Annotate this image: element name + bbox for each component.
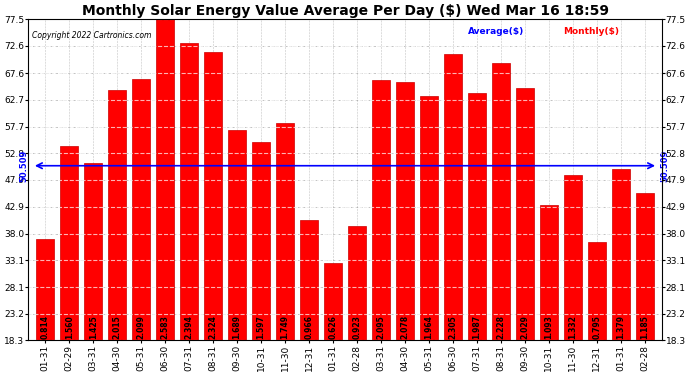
Text: 0.814: 0.814 [41, 315, 50, 339]
Text: 50.509: 50.509 [19, 150, 28, 182]
Bar [228, 130, 246, 340]
Text: 1.689: 1.689 [233, 315, 241, 339]
Text: Monthly($): Monthly($) [564, 27, 620, 36]
Bar [204, 51, 222, 340]
Bar [516, 88, 534, 340]
Bar [300, 220, 318, 340]
Text: 2.095: 2.095 [377, 315, 386, 339]
Bar [37, 239, 55, 340]
Text: 0.923: 0.923 [353, 315, 362, 339]
Text: 2.394: 2.394 [185, 315, 194, 339]
Bar [276, 123, 294, 340]
Text: 2.583: 2.583 [161, 315, 170, 339]
Bar [540, 204, 558, 340]
Text: 2.078: 2.078 [400, 315, 409, 339]
Bar [468, 93, 486, 340]
Text: 50.509: 50.509 [660, 150, 669, 182]
Title: Monthly Solar Energy Value Average Per Day ($) Wed Mar 16 18:59: Monthly Solar Energy Value Average Per D… [81, 4, 609, 18]
Bar [60, 147, 78, 340]
Bar [492, 63, 510, 340]
Bar [420, 96, 438, 340]
Text: 1.185: 1.185 [640, 315, 649, 339]
Bar [396, 82, 414, 340]
Text: 0.966: 0.966 [304, 315, 313, 339]
Text: 1.093: 1.093 [544, 315, 553, 339]
Text: 1.987: 1.987 [473, 315, 482, 339]
Bar [132, 80, 150, 340]
Text: 1.560: 1.560 [65, 315, 74, 339]
Text: 2.228: 2.228 [496, 315, 505, 339]
Text: 2.324: 2.324 [208, 315, 217, 339]
Text: Copyright 2022 Cartronics.com: Copyright 2022 Cartronics.com [32, 31, 151, 40]
Bar [84, 163, 102, 340]
Bar [588, 242, 606, 340]
Bar [348, 226, 366, 340]
Text: 2.305: 2.305 [448, 315, 457, 339]
Bar [444, 54, 462, 340]
Text: 1.379: 1.379 [616, 315, 625, 339]
Bar [612, 169, 630, 340]
Text: 1.425: 1.425 [89, 315, 98, 339]
Bar [180, 43, 198, 340]
Bar [156, 20, 174, 340]
Text: 0.795: 0.795 [592, 315, 601, 339]
Text: 1.597: 1.597 [257, 315, 266, 339]
Bar [252, 142, 270, 340]
Text: 1.964: 1.964 [424, 315, 433, 339]
Text: 2.015: 2.015 [112, 315, 121, 339]
Text: Average($): Average($) [469, 27, 524, 36]
Bar [372, 80, 390, 340]
Text: 2.099: 2.099 [137, 315, 146, 339]
Bar [564, 175, 582, 340]
Bar [635, 193, 653, 340]
Text: 1.332: 1.332 [569, 315, 578, 339]
Text: 1.749: 1.749 [281, 315, 290, 339]
Bar [324, 262, 342, 340]
Text: 2.029: 2.029 [520, 315, 529, 339]
Bar [108, 90, 126, 340]
Text: 0.626: 0.626 [328, 315, 337, 339]
